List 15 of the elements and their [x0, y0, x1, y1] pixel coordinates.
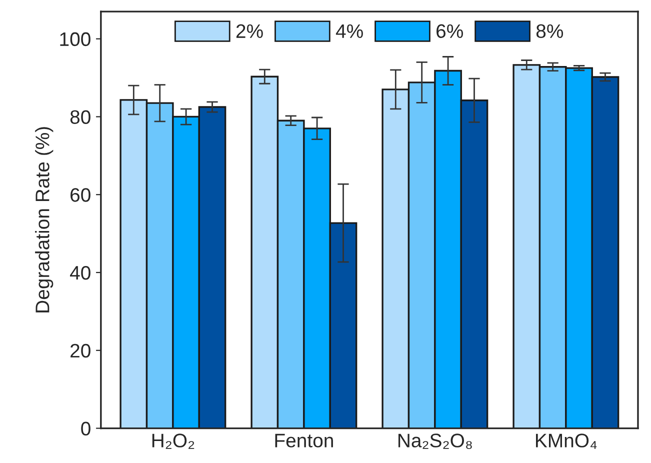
x-tick-label: Na₂S₂O₈	[398, 434, 472, 449]
x-tick-label: Fenton	[275, 434, 333, 448]
y-tick-label: 40	[70, 266, 90, 280]
legend-label: 8%	[536, 24, 564, 38]
legend-label: 4%	[336, 24, 363, 38]
y-tick-label: 20	[70, 344, 90, 358]
y-tick-label: 0	[81, 422, 90, 436]
legend-label: 2%	[236, 24, 263, 38]
legend-label: 6%	[436, 24, 463, 38]
y-tick-label: 100	[60, 32, 90, 46]
y-tick-label: 60	[70, 188, 90, 202]
y-axis-title: Degradation Rate (%)	[35, 127, 54, 312]
x-tick-label: KMnO₄	[536, 434, 597, 449]
y-tick-label: 80	[70, 110, 90, 124]
x-tick-label: H₂O₂	[152, 434, 194, 449]
